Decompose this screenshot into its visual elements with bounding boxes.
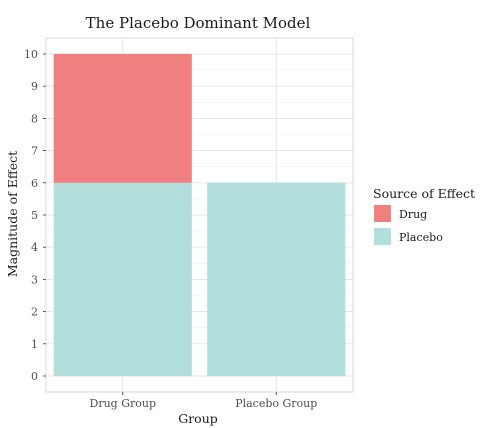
y-axis-ticks: 0 1 2 3 4 5 6 7 8 9 10 bbox=[24, 48, 46, 383]
y-tick-label: 0 bbox=[31, 370, 38, 383]
y-tick-label: 2 bbox=[31, 306, 38, 319]
y-tick-label: 8 bbox=[31, 112, 38, 125]
y-tick-label: 6 bbox=[31, 177, 38, 190]
bar-drug-drug-group bbox=[53, 54, 192, 183]
bar-placebo-placebo-group bbox=[207, 182, 346, 376]
x-tick-label: Placebo Group bbox=[235, 397, 317, 410]
y-tick-label: 1 bbox=[31, 338, 38, 351]
y-tick-label: 3 bbox=[31, 273, 38, 286]
legend-label-placebo: Placebo bbox=[399, 231, 443, 244]
y-tick-label: 7 bbox=[31, 145, 38, 158]
legend-title: Source of Effect bbox=[373, 186, 475, 201]
y-tick-label: 4 bbox=[31, 241, 38, 254]
x-axis-title: Group bbox=[178, 411, 218, 426]
bars bbox=[53, 54, 346, 376]
y-tick-label: 10 bbox=[24, 48, 38, 61]
y-tick-label: 9 bbox=[31, 80, 38, 93]
bar-placebo-drug-group bbox=[53, 182, 192, 376]
legend: Source of Effect Drug Placebo bbox=[373, 186, 475, 245]
y-tick-label: 5 bbox=[31, 209, 38, 222]
legend-swatch-drug bbox=[374, 205, 391, 222]
chart-title: The Placebo Dominant Model bbox=[86, 14, 311, 32]
legend-swatch-placebo bbox=[374, 228, 391, 245]
y-axis-title: Magnitude of Effect bbox=[5, 151, 20, 277]
legend-items: Drug Placebo bbox=[374, 205, 443, 245]
x-tick-label: Drug Group bbox=[90, 397, 157, 410]
x-axis-ticks: Drug Group Placebo Group bbox=[90, 392, 317, 410]
legend-label-drug: Drug bbox=[399, 208, 427, 221]
